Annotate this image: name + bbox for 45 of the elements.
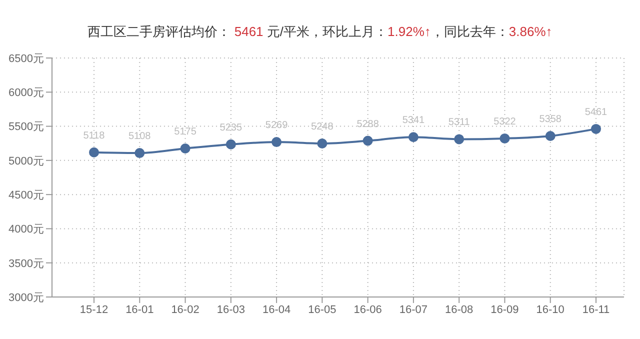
x-tick-label: 15-12: [80, 304, 108, 316]
point: [454, 134, 464, 144]
y-tick-label: 6000元: [8, 87, 44, 100]
chart-title: 西工区二手房评估均价： 5461 元/平米，环比上月：1.92%↑，同比去年：3.86%↑: [88, 24, 552, 39]
data-label: 5248: [311, 121, 334, 132]
y-tick-label: 4500元: [8, 189, 44, 202]
data-label: 5341: [402, 115, 426, 126]
point: [180, 143, 190, 154]
x-tick-label: 16-03: [216, 304, 245, 316]
x-tick-label: 16-05: [308, 304, 336, 316]
point: [408, 132, 418, 142]
y-tick-label: 3000元: [8, 292, 44, 304]
point: [226, 139, 236, 150]
data-label: 5311: [448, 117, 470, 128]
data-label: 5235: [220, 122, 242, 134]
x-tick-label: 16-02: [171, 304, 200, 316]
x-tick-label: 16-04: [262, 304, 291, 316]
x-tick-label: 16-08: [445, 304, 474, 316]
data-label: 5461: [584, 106, 608, 118]
x-tick-label: 16-09: [490, 304, 519, 316]
point: [89, 147, 99, 158]
point: [272, 137, 282, 148]
data-label: 5108: [128, 131, 152, 142]
point: [134, 148, 145, 158]
data-label: 5175: [174, 126, 197, 138]
y-tick-label: 3500元: [8, 258, 44, 270]
data-label: 5322: [494, 116, 516, 128]
x-tick-label: 16-01: [126, 304, 154, 316]
point: [545, 130, 556, 141]
point: [317, 138, 328, 148]
y-tick-label: 4000元: [8, 224, 44, 236]
y-tick-label: 5000元: [8, 155, 44, 168]
x-tick-label: 16-07: [399, 304, 428, 316]
data-label: 5118: [83, 130, 106, 142]
y-tick-label: 6500元: [8, 52, 44, 65]
y-tick-label: 5500元: [8, 121, 44, 134]
data-label: 5269: [265, 120, 288, 132]
data-label: 5358: [539, 114, 562, 125]
point: [500, 133, 510, 144]
data-label: 5288: [356, 118, 380, 130]
point: [591, 124, 601, 134]
x-tick-label: 16-11: [582, 304, 610, 316]
x-tick-label: 16-10: [536, 304, 564, 316]
x-tick-label: 16-06: [354, 304, 382, 316]
point: [362, 136, 373, 146]
